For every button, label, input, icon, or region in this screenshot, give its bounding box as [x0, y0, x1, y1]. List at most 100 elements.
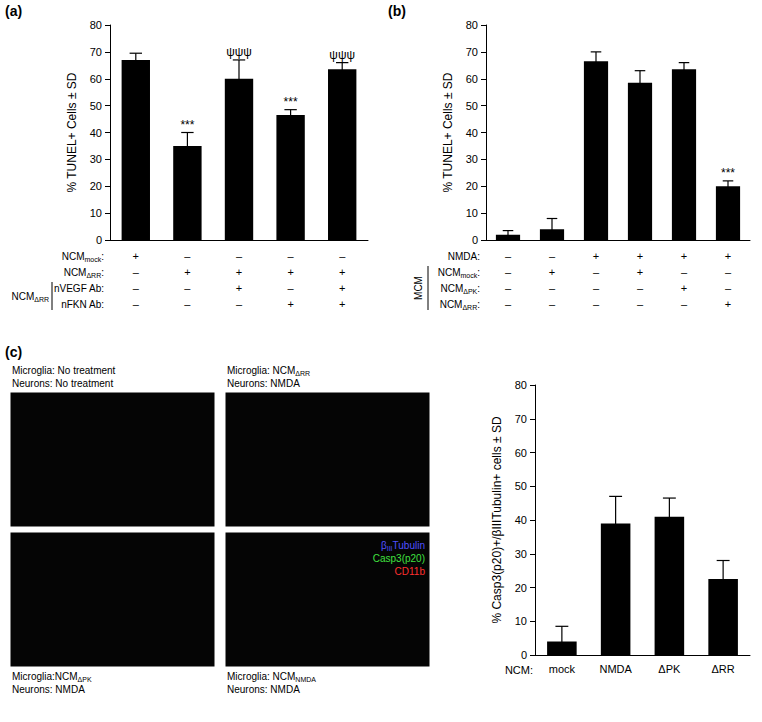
- svg-text:50: 50: [90, 100, 102, 112]
- svg-text:80: 80: [515, 379, 527, 391]
- svg-text:NCM: NCM: [438, 267, 461, 278]
- svg-text:(c): (c): [5, 344, 22, 360]
- svg-text:+: +: [725, 298, 731, 310]
- svg-text:30: 30: [466, 153, 478, 165]
- svg-text:–: –: [593, 266, 600, 278]
- svg-text:ψψψ: ψψψ: [329, 48, 355, 62]
- svg-text:40: 40: [90, 127, 102, 139]
- svg-text:+: +: [593, 250, 599, 262]
- svg-text:–: –: [637, 282, 644, 294]
- svg-text:ΔRR: ΔRR: [712, 663, 735, 675]
- svg-text:–: –: [339, 250, 346, 262]
- svg-text:(b): (b): [388, 3, 406, 19]
- svg-text:MCM: MCM: [413, 276, 424, 300]
- svg-text:50: 50: [515, 480, 527, 492]
- svg-text:–: –: [725, 266, 732, 278]
- svg-text:Neurons: No treatment: Neurons: No treatment: [12, 378, 113, 389]
- svg-text:mock: mock: [460, 272, 477, 279]
- svg-text:nFKN Ab:: nFKN Ab:: [61, 299, 104, 310]
- svg-text:–: –: [549, 250, 556, 262]
- svg-text:60: 60: [515, 447, 527, 459]
- svg-text:–: –: [236, 298, 243, 310]
- svg-text:70: 70: [515, 413, 527, 425]
- svg-text:+: +: [637, 250, 643, 262]
- svg-text:30: 30: [515, 548, 527, 560]
- svg-text:+: +: [236, 282, 242, 294]
- svg-text:–: –: [184, 250, 191, 262]
- svg-text:Casp3(p20): Casp3(p20): [373, 553, 425, 564]
- svg-text:(a): (a): [5, 3, 22, 19]
- svg-text:NCM:: NCM:: [505, 664, 533, 676]
- svg-text:ψψψ: ψψψ: [226, 45, 252, 59]
- svg-text:20: 20: [466, 180, 478, 192]
- svg-text:–: –: [184, 298, 191, 310]
- svg-text:–: –: [288, 250, 295, 262]
- svg-text:NCM: NCM: [440, 283, 463, 294]
- svg-text:ΔRR: ΔRR: [86, 272, 101, 279]
- svg-text:50: 50: [466, 100, 478, 112]
- svg-text:–: –: [549, 298, 556, 310]
- svg-text:0: 0: [472, 234, 478, 246]
- svg-text:+: +: [133, 250, 139, 262]
- svg-text:–: –: [505, 266, 512, 278]
- svg-text:–: –: [637, 298, 644, 310]
- svg-text:Neurons: NMDA: Neurons: NMDA: [12, 684, 85, 695]
- svg-text:30: 30: [90, 153, 102, 165]
- svg-text:–: –: [505, 250, 512, 262]
- svg-text:–: –: [681, 298, 688, 310]
- svg-text:70: 70: [466, 46, 478, 58]
- svg-text:–: –: [505, 298, 512, 310]
- svg-text:Microglia: No treatment: Microglia: No treatment: [12, 365, 116, 376]
- svg-text:Microglia: NCM: Microglia: NCM: [227, 365, 295, 376]
- svg-text:% TUNEL+ Cells ± SD: % TUNEL+ Cells ± SD: [65, 72, 79, 192]
- svg-text:–: –: [681, 266, 688, 278]
- svg-text:NMDA:: NMDA:: [448, 251, 480, 262]
- svg-text:20: 20: [515, 582, 527, 594]
- svg-text:–: –: [593, 282, 600, 294]
- svg-text:–: –: [236, 250, 243, 262]
- svg-text:% TUNEL+ Cells ± SD: % TUNEL+ Cells ± SD: [441, 72, 455, 192]
- svg-text:40: 40: [515, 514, 527, 526]
- svg-text:–: –: [133, 282, 140, 294]
- svg-text:Tubulin: Tubulin: [393, 540, 425, 551]
- svg-text:10: 10: [466, 207, 478, 219]
- svg-text:ΔRR: ΔRR: [462, 304, 477, 311]
- svg-text:+: +: [184, 266, 190, 278]
- svg-text:60: 60: [466, 73, 478, 85]
- svg-text:+: +: [339, 266, 345, 278]
- svg-text::: :: [477, 267, 480, 278]
- svg-text:% Casp3(p20)+/βIIITubulin+ cel: % Casp3(p20)+/βIIITubulin+ cells ± SD: [490, 416, 504, 623]
- svg-text:mock: mock: [84, 256, 101, 263]
- svg-text:Microglia: NCM: Microglia: NCM: [227, 671, 295, 682]
- svg-text:nVEGF Ab:: nVEGF Ab:: [54, 283, 104, 294]
- svg-text:ΔPK: ΔPK: [658, 663, 681, 675]
- svg-text:Neurons: NMDA: Neurons: NMDA: [227, 684, 300, 695]
- svg-text:0: 0: [521, 649, 527, 661]
- svg-text:+: +: [637, 266, 643, 278]
- svg-text::: :: [101, 267, 104, 278]
- svg-text:mock: mock: [549, 663, 576, 675]
- svg-text:CD11b: CD11b: [395, 566, 426, 577]
- svg-text:***: ***: [721, 166, 735, 180]
- svg-text:NCM: NCM: [11, 291, 34, 302]
- svg-text:0: 0: [96, 234, 102, 246]
- svg-text:+: +: [339, 298, 345, 310]
- svg-text:+: +: [236, 266, 242, 278]
- svg-text:–: –: [593, 298, 600, 310]
- svg-text:NMDA: NMDA: [295, 676, 316, 683]
- svg-text:80: 80: [466, 19, 478, 31]
- svg-text:+: +: [725, 250, 731, 262]
- svg-text:80: 80: [90, 19, 102, 31]
- svg-text:10: 10: [515, 615, 527, 627]
- svg-text:NCM: NCM: [62, 251, 85, 262]
- svg-text:60: 60: [90, 73, 102, 85]
- svg-text:+: +: [287, 266, 293, 278]
- svg-text:NMDA: NMDA: [599, 663, 632, 675]
- svg-text:ΔRR: ΔRR: [295, 370, 310, 377]
- svg-text:–: –: [133, 298, 140, 310]
- svg-text::: :: [101, 251, 104, 262]
- svg-text:III: III: [387, 545, 393, 552]
- svg-text:Neurons: NMDA: Neurons: NMDA: [227, 378, 300, 389]
- svg-text:70: 70: [90, 46, 102, 58]
- svg-text:–: –: [505, 282, 512, 294]
